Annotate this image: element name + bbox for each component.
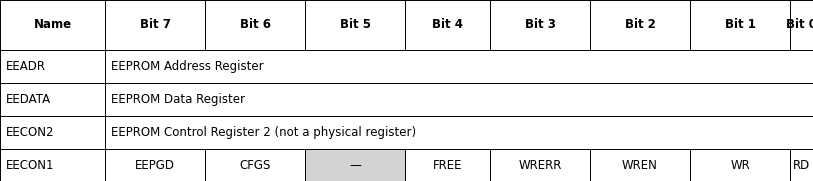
Text: Bit 3: Bit 3: [524, 18, 555, 31]
Text: Bit 5: Bit 5: [340, 18, 371, 31]
Bar: [0, 149, 105, 181]
Text: Bit 4: Bit 4: [432, 18, 463, 31]
Bar: [490, 0, 590, 50]
Bar: [690, 149, 790, 181]
Text: EEPGD: EEPGD: [135, 159, 175, 172]
Text: Bit 6: Bit 6: [240, 18, 271, 31]
Text: —: —: [349, 159, 361, 172]
Text: EEPROM Address Register: EEPROM Address Register: [111, 60, 263, 73]
Text: EEDATA: EEDATA: [6, 93, 51, 106]
Text: FREE: FREE: [433, 159, 463, 172]
Text: Bit 0: Bit 0: [786, 18, 813, 31]
Bar: [105, 0, 205, 50]
Bar: [205, 0, 305, 50]
Text: WREN: WREN: [622, 159, 658, 172]
Bar: [405, 149, 490, 181]
Bar: [0, 50, 105, 83]
Text: WR: WR: [730, 159, 750, 172]
Text: EECON1: EECON1: [6, 159, 54, 172]
Bar: [105, 83, 813, 116]
Bar: [0, 116, 105, 149]
Bar: [790, 0, 813, 50]
Text: WRERR: WRERR: [519, 159, 562, 172]
Text: EEADR: EEADR: [6, 60, 46, 73]
Bar: [105, 50, 813, 83]
Text: Name: Name: [33, 18, 72, 31]
Bar: [0, 0, 105, 50]
Bar: [405, 0, 490, 50]
Bar: [690, 0, 790, 50]
Text: Bit 1: Bit 1: [724, 18, 755, 31]
Text: CFGS: CFGS: [239, 159, 271, 172]
Bar: [305, 149, 405, 181]
Text: Bit 2: Bit 2: [624, 18, 655, 31]
Bar: [590, 149, 690, 181]
Bar: [305, 0, 405, 50]
Bar: [790, 149, 813, 181]
Bar: [105, 149, 205, 181]
Text: RD: RD: [793, 159, 810, 172]
Text: EEPROM Data Register: EEPROM Data Register: [111, 93, 245, 106]
Bar: [205, 149, 305, 181]
Bar: [590, 0, 690, 50]
Bar: [490, 149, 590, 181]
Bar: [0, 83, 105, 116]
Text: Bit 7: Bit 7: [140, 18, 171, 31]
Text: EEPROM Control Register 2 (not a physical register): EEPROM Control Register 2 (not a physica…: [111, 126, 416, 139]
Bar: [105, 116, 813, 149]
Text: EECON2: EECON2: [6, 126, 54, 139]
